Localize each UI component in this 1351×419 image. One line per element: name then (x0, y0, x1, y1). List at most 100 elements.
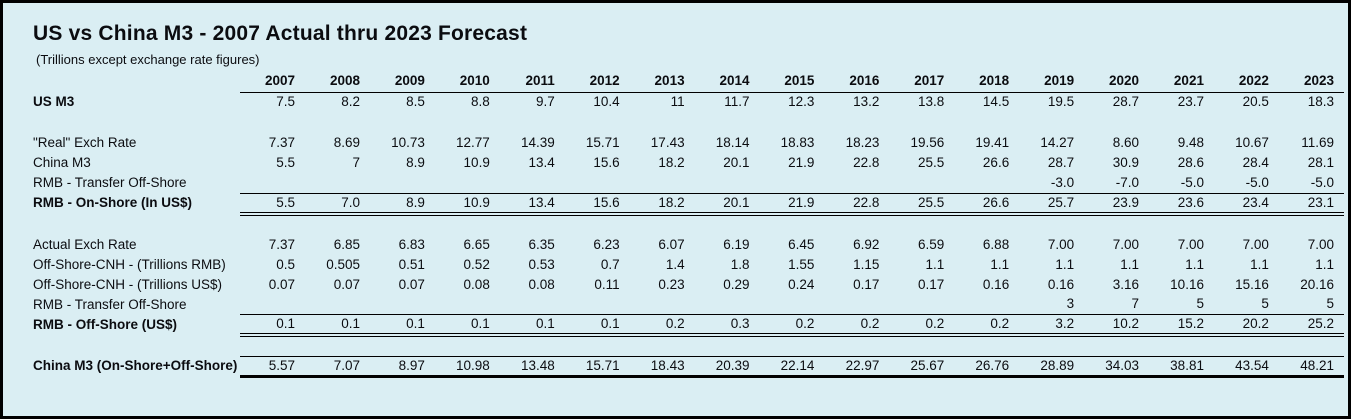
value-cell (240, 294, 306, 315)
value-cell: 0.17 (853, 276, 880, 292)
value-cell: 20.39 (694, 355, 760, 378)
value-cell: 26.76 (954, 355, 1020, 378)
row-label (13, 335, 240, 356)
table-row: RMB - On-Shore (In US$) 5.5 7.0 8.9 10.9 13.4… (13, 193, 1344, 216)
value-cell (824, 214, 889, 235)
value-cell: 10.2 (1084, 314, 1150, 337)
value-cell: 28.6 (1177, 155, 1204, 170)
value-cell: 7.37 (268, 135, 296, 150)
value-cell: 23.1 (1278, 193, 1344, 216)
value-cell (240, 173, 306, 194)
table-row: China M3 (On-Shore+Off-Shore) 5.57 7.07 8.9… (13, 355, 1344, 378)
value-cell: -5.0 (1278, 173, 1344, 194)
value-cell (435, 112, 500, 133)
value-cell (240, 214, 305, 235)
row-label: RMB - Off-Shore (US$) (33, 316, 177, 332)
value-cell: 13.48 (499, 355, 565, 378)
table-row: US M3 7.5 8.2 8.5 8.8 9.7 10.4 11 11.7 12.3 13.2 13… (13, 92, 1344, 112)
spacer-row (13, 214, 1344, 235)
value-cell: 0.1 (434, 314, 500, 337)
value-cell: 6.23 (593, 236, 620, 252)
value-cell: 14.5 (982, 94, 1010, 110)
value-cell: 0.51 (398, 256, 425, 272)
value-cell (630, 112, 695, 133)
row-label: China M3 (On-Shore+Off-Shore) (33, 358, 238, 373)
value-cell: 28.7 (1047, 155, 1075, 170)
value-cell: 0.08 (463, 276, 490, 292)
value-cell (954, 294, 1020, 315)
year-header: 2015 (759, 71, 825, 93)
value-cell: 6.45 (788, 236, 815, 252)
value-cell: 20.2 (1213, 314, 1279, 337)
value-cell (1279, 335, 1344, 356)
value-cell: 3.2 (1019, 314, 1085, 337)
value-cell (824, 173, 890, 194)
value-cell (1149, 335, 1214, 356)
value-cell: 23.4 (1213, 193, 1279, 216)
value-cell: 5.57 (240, 355, 306, 378)
value-cell (1214, 335, 1279, 356)
value-cell: 15.71 (585, 135, 620, 150)
value-cell: 28.89 (1019, 355, 1085, 378)
value-cell: 0.1 (240, 314, 306, 337)
value-cell: 22.8 (853, 155, 880, 170)
value-cell: 13.2 (853, 94, 880, 110)
value-cell (954, 335, 1019, 356)
value-cell: 19.41 (975, 135, 1010, 150)
value-cell (565, 335, 630, 356)
value-cell: 12.77 (456, 135, 490, 150)
value-cell (500, 335, 565, 356)
row-label: China M3 (33, 155, 91, 170)
value-cell: 18.14 (715, 135, 750, 150)
value-cell: 19.5 (1047, 94, 1075, 110)
value-cell (500, 214, 565, 235)
table-header: 2007 2008 2009 2010 2011 2012 2013 2014 2015 2016… (13, 71, 1344, 93)
value-cell: 14.27 (1040, 135, 1075, 150)
value-cell: 7.37 (268, 236, 296, 252)
table-row: RMB - Transfer Off-Shore 3 7 5 5 5 (13, 294, 1344, 315)
m3-data-table: 2007 2008 2009 2010 2011 2012 2013 2014 2015 2016… (13, 71, 1344, 378)
value-cell: 5 (1278, 294, 1344, 315)
value-cell: 26.6 (954, 193, 1020, 216)
value-cell: -5.0 (1213, 173, 1279, 194)
page-subtitle: (Trillions except exchange rate figures) (36, 52, 260, 67)
value-cell: 0.07 (268, 276, 296, 292)
value-cell: 1.1 (925, 256, 945, 272)
value-cell: 1.1 (1185, 256, 1204, 272)
value-cell: 0.2 (954, 314, 1020, 337)
value-cell (759, 173, 825, 194)
value-cell: 11.7 (724, 94, 750, 110)
value-cell: 25.5 (889, 193, 955, 216)
year-header: 2023 (1278, 71, 1344, 93)
value-cell: 7.0 (305, 193, 370, 216)
value-cell (434, 294, 500, 315)
value-cell (564, 173, 630, 194)
value-cell (305, 173, 370, 194)
value-cell: 18.43 (629, 355, 695, 378)
table-row: Off-Shore-CNH - (Trillions US$) 0.07 0.07 0… (13, 275, 1344, 295)
value-cell (565, 214, 630, 235)
value-cell: 5.5 (240, 193, 306, 216)
value-cell: 34.03 (1084, 355, 1150, 378)
value-cell (305, 294, 370, 315)
value-cell: 5 (1149, 294, 1214, 315)
value-cell (889, 173, 955, 194)
value-cell: 25.5 (918, 155, 945, 170)
value-cell: 0.07 (333, 276, 360, 292)
value-cell (954, 173, 1020, 194)
year-header: 2009 (369, 71, 435, 93)
value-cell: 0.29 (723, 276, 750, 292)
value-cell: 0.2 (889, 314, 955, 337)
value-cell (889, 214, 954, 235)
year-header: 2016 (824, 71, 890, 93)
value-cell: 21.9 (788, 155, 815, 170)
value-cell: 0.24 (788, 276, 815, 292)
spacer-row (13, 112, 1344, 133)
value-cell: 0.17 (918, 276, 945, 292)
header-corner-cell (13, 71, 240, 92)
value-cell: 0.2 (759, 314, 825, 337)
value-cell (369, 173, 435, 194)
value-cell: 10.98 (434, 355, 500, 378)
value-cell: 38.81 (1149, 355, 1214, 378)
